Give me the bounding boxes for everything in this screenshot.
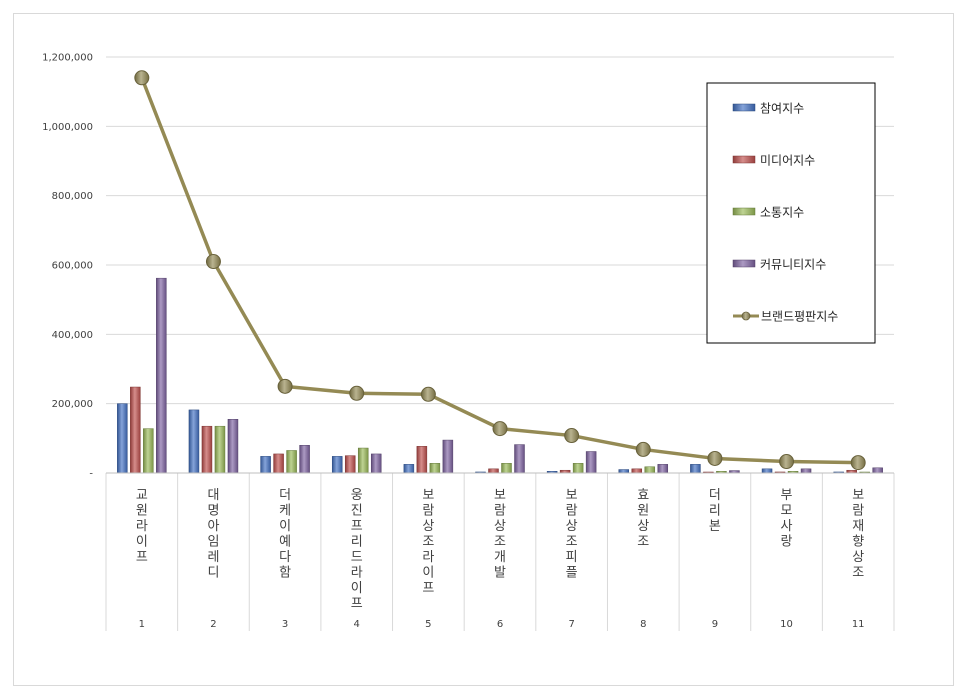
legend-label: 소통지수	[760, 206, 804, 220]
axis-layer: - 200,000 400,000 600,000 800,000 1,000,000 1,…	[42, 53, 895, 631]
bar-커뮤니티지수-11	[872, 467, 883, 474]
x-rank-label: 1	[139, 619, 145, 630]
bar-미디어지수-6	[488, 468, 499, 474]
legend-swatch	[732, 207, 756, 216]
y-tick-label: -	[89, 469, 93, 480]
point-브랜드평판지수-4	[349, 385, 365, 401]
bar-소통지수-3	[286, 450, 297, 474]
bar-커뮤니티지수-4	[370, 453, 382, 474]
bar-소통지수-4	[357, 447, 369, 474]
point-브랜드평판지수-5	[420, 386, 436, 402]
bar-참여지수-10	[761, 468, 773, 474]
y-tick-label: 200,000	[52, 399, 93, 410]
legend-swatch	[732, 155, 756, 164]
bar-미디어지수-4	[344, 455, 356, 474]
bar-소통지수-1	[143, 428, 154, 474]
bar-참여지수-8	[618, 469, 630, 474]
x-rank-label: 9	[712, 619, 718, 630]
legend-swatch-marker	[741, 311, 751, 321]
x-rank-label: 4	[354, 619, 360, 630]
bar-소통지수-6	[501, 463, 512, 474]
x-rank-label: 7	[568, 619, 574, 630]
bar-소통지수-2	[214, 425, 226, 474]
bar-커뮤니티지수-5	[442, 439, 454, 474]
x-rank-label: 8	[640, 619, 646, 630]
bar-미디어지수-8	[631, 468, 643, 474]
x-rank-label: 11	[852, 619, 865, 630]
bar-커뮤니티지수-10	[800, 468, 812, 474]
bar-참여지수-2	[188, 409, 200, 474]
legend-label: 참여지수	[760, 102, 804, 116]
x-rank-label: 5	[425, 619, 431, 630]
bar-미디어지수-5	[416, 446, 428, 474]
legend-label: 커뮤니티지수	[760, 258, 826, 272]
bar-참여지수-4	[331, 456, 343, 474]
bar-커뮤니티지수-6	[514, 444, 525, 474]
point-브랜드평판지수-6	[492, 421, 508, 437]
bar-소통지수-7	[572, 463, 584, 474]
bar-커뮤니티지수-1	[156, 277, 167, 474]
bar-커뮤니티지수-8	[657, 464, 669, 474]
bar-참여지수-3	[260, 456, 271, 474]
legend-label: 브랜드평판지수	[761, 310, 838, 324]
bar-커뮤니티지수-3	[299, 445, 310, 474]
y-tick-label: 600,000	[52, 261, 93, 272]
legend-label: 미디어지수	[760, 154, 815, 168]
bar-미디어지수-1	[130, 386, 141, 474]
y-tick-label: 800,000	[52, 191, 93, 202]
point-브랜드평판지수-1	[134, 70, 150, 86]
point-브랜드평판지수-10	[779, 454, 795, 470]
x-rank-label: 6	[497, 619, 503, 630]
point-브랜드평판지수-7	[564, 428, 580, 444]
legend-box	[706, 82, 876, 344]
point-브랜드평판지수-2	[205, 254, 221, 270]
bar-참여지수-1	[117, 403, 128, 474]
legend-swatch	[732, 103, 756, 112]
bar-커뮤니티지수-7	[585, 451, 597, 474]
point-브랜드평판지수-9	[707, 450, 723, 466]
bar-참여지수-5	[403, 464, 415, 474]
x-rank-label: 10	[780, 619, 793, 630]
legend-swatch	[732, 259, 756, 268]
bar-참여지수-9	[690, 464, 701, 474]
bar-커뮤니티지수-2	[227, 419, 239, 474]
bar-소통지수-8	[644, 466, 656, 474]
x-rank-label: 2	[210, 619, 216, 630]
x-rank-label: 3	[282, 619, 288, 630]
point-브랜드평판지수-8	[635, 441, 651, 457]
point-브랜드평판지수-11	[850, 455, 866, 471]
y-tick-label: 1,000,000	[42, 122, 93, 133]
line-layer	[134, 70, 866, 471]
bar-미디어지수-3	[273, 453, 284, 474]
y-tick-label: 400,000	[52, 330, 93, 341]
bar-미디어지수-2	[201, 425, 213, 474]
point-브랜드평판지수-3	[277, 378, 293, 394]
bar-소통지수-5	[429, 463, 441, 474]
y-tick-label: 1,200,000	[42, 53, 93, 64]
